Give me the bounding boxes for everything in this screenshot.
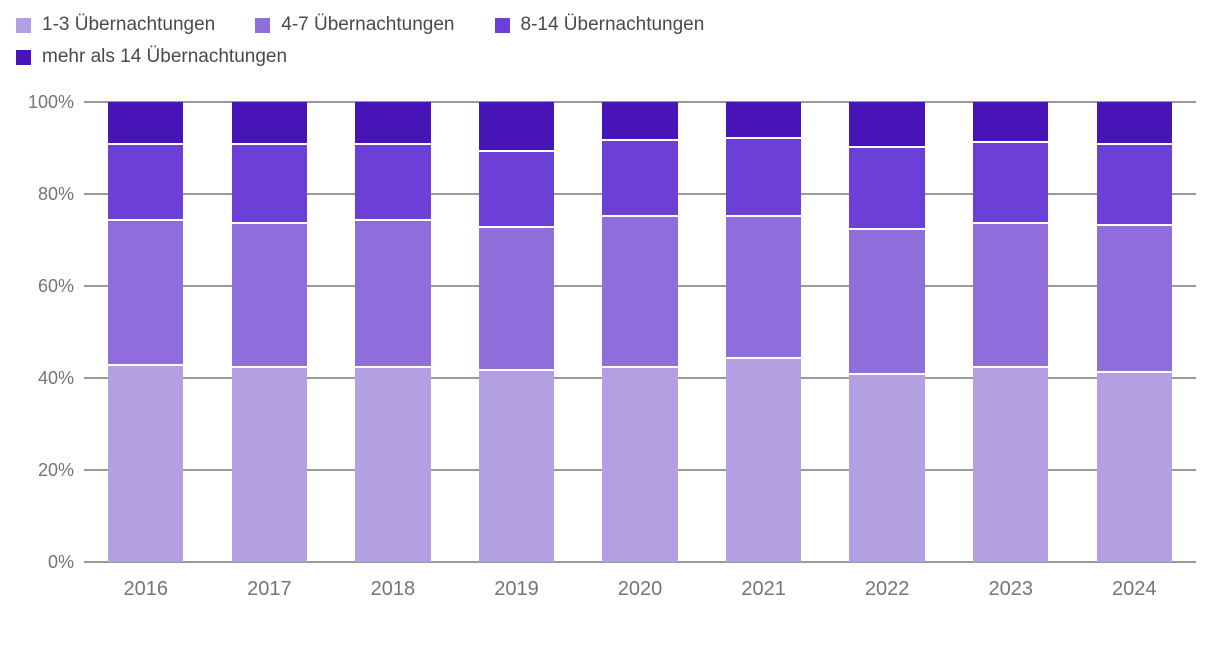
bar-segment[interactable]: [849, 228, 925, 374]
bar-segment[interactable]: [355, 102, 431, 144]
bar-segment[interactable]: [108, 102, 184, 144]
bar-segment[interactable]: [849, 145, 925, 229]
bar-column: [825, 102, 949, 562]
x-axis: 2016 2017 2018 2019 2020 2021 2022 2023 2024: [84, 578, 1196, 601]
gridline: [84, 561, 1196, 563]
y-axis-label: 40%: [37, 368, 74, 388]
bar-segment[interactable]: [478, 226, 555, 369]
x-axis-label: 2021: [741, 578, 786, 600]
stacked-bar[interactable]: [108, 102, 184, 562]
bar-segment[interactable]: [1096, 102, 1172, 144]
x-axis-label: 2017: [247, 578, 292, 600]
y-axis-label: 60%: [37, 276, 74, 296]
x-axis-label: 2020: [617, 578, 663, 600]
bar-column: [702, 102, 826, 562]
bar-segment[interactable]: [973, 221, 1049, 367]
legend-item[interactable]: 1-3 Übernachtungen: [16, 14, 215, 36]
y-axis-label: 20%: [37, 460, 74, 480]
bar-segment[interactable]: [231, 221, 308, 367]
x-axis-label: 2024: [1112, 578, 1157, 600]
bar-column: [949, 102, 1073, 562]
bar-column: [208, 102, 332, 562]
plot-area: [84, 101, 1196, 563]
legend-swatch: [494, 17, 510, 33]
legend-label: 1-3 Übernachtungen: [42, 14, 216, 35]
bar-segment[interactable]: [602, 366, 678, 562]
stacked-bar[interactable]: [973, 102, 1049, 562]
y-axis-label: 100%: [27, 92, 74, 112]
bar-segment[interactable]: [478, 368, 555, 562]
bar-segment[interactable]: [1096, 223, 1172, 372]
bar-column: [84, 102, 208, 562]
bar-segment[interactable]: [725, 357, 802, 562]
legend-label: 8-14 Übernachtungen: [520, 14, 705, 35]
stacked-bar[interactable]: [849, 102, 925, 562]
stacked-bar[interactable]: [602, 102, 678, 562]
bar-column: [1073, 102, 1197, 562]
legend-swatch: [255, 17, 271, 33]
x-axis-label: 2016: [123, 578, 169, 600]
x-axis-label: 2023: [988, 578, 1033, 600]
bar-segment[interactable]: [602, 214, 678, 367]
bar-segment[interactable]: [973, 141, 1049, 222]
legend-label: 4-7 Übernachtungen: [281, 14, 455, 35]
bar-segment[interactable]: [478, 102, 555, 151]
bar-segment[interactable]: [725, 136, 802, 215]
stacked-bar[interactable]: [355, 102, 431, 562]
stacked-bar[interactable]: [231, 102, 308, 562]
bar-segment[interactable]: [602, 138, 678, 215]
bar-segment[interactable]: [1096, 371, 1172, 562]
bar-segment[interactable]: [108, 364, 184, 562]
legend-item[interactable]: mehr als 14 Übernachtungen: [16, 46, 287, 68]
y-axis-label: 0%: [47, 552, 74, 572]
stacked-bar[interactable]: [725, 102, 802, 562]
bar-segment[interactable]: [231, 143, 308, 222]
bar-segment[interactable]: [725, 214, 802, 358]
bar-segment[interactable]: [973, 102, 1049, 142]
legend-swatch: [16, 17, 31, 33]
chart-row: 0% 20% 40% 60% 80% 100%: [12, 92, 1196, 572]
bar-segment[interactable]: [725, 102, 802, 137]
bar-segment[interactable]: [231, 102, 308, 144]
x-axis-label: 2022: [864, 578, 910, 600]
stacked-bar[interactable]: [1096, 102, 1172, 562]
bar-segment[interactable]: [478, 150, 555, 227]
legend-item[interactable]: 8-14 Übernachtungen: [494, 14, 705, 36]
y-axis-label: 80%: [37, 184, 74, 204]
bar-segment[interactable]: [355, 143, 431, 220]
bar-segment[interactable]: [849, 102, 925, 146]
legend-item[interactable]: 4-7 Übernachtungen: [255, 14, 455, 36]
bar-segment[interactable]: [108, 143, 184, 220]
bar-segment[interactable]: [231, 366, 308, 562]
legend: 1-3 Übernachtungen 4-7 Übernachtungen 8-14…: [16, 14, 956, 68]
bar-column: [331, 102, 455, 562]
bar-column: [578, 102, 702, 562]
bar-segment[interactable]: [1096, 143, 1172, 224]
x-axis-label: 2019: [494, 578, 539, 600]
bars-container: [84, 102, 1196, 562]
x-axis-label: 2018: [370, 578, 416, 600]
bar-segment[interactable]: [108, 219, 184, 365]
chart-area: 0% 20% 40% 60% 80% 100% 2016 2017 2018 2019 2020 2…: [12, 92, 1196, 601]
legend-label: mehr als 14 Übernachtungen: [42, 46, 288, 67]
bar-segment[interactable]: [973, 366, 1049, 562]
y-axis: 0% 20% 40% 60% 80% 100%: [12, 92, 84, 572]
legend-swatch: [16, 49, 31, 65]
bar-segment[interactable]: [849, 373, 925, 562]
bar-segment[interactable]: [602, 102, 678, 139]
bar-segment[interactable]: [355, 219, 431, 367]
stacked-bar[interactable]: [478, 102, 555, 562]
bar-column: [455, 102, 579, 562]
bar-segment[interactable]: [355, 366, 431, 562]
